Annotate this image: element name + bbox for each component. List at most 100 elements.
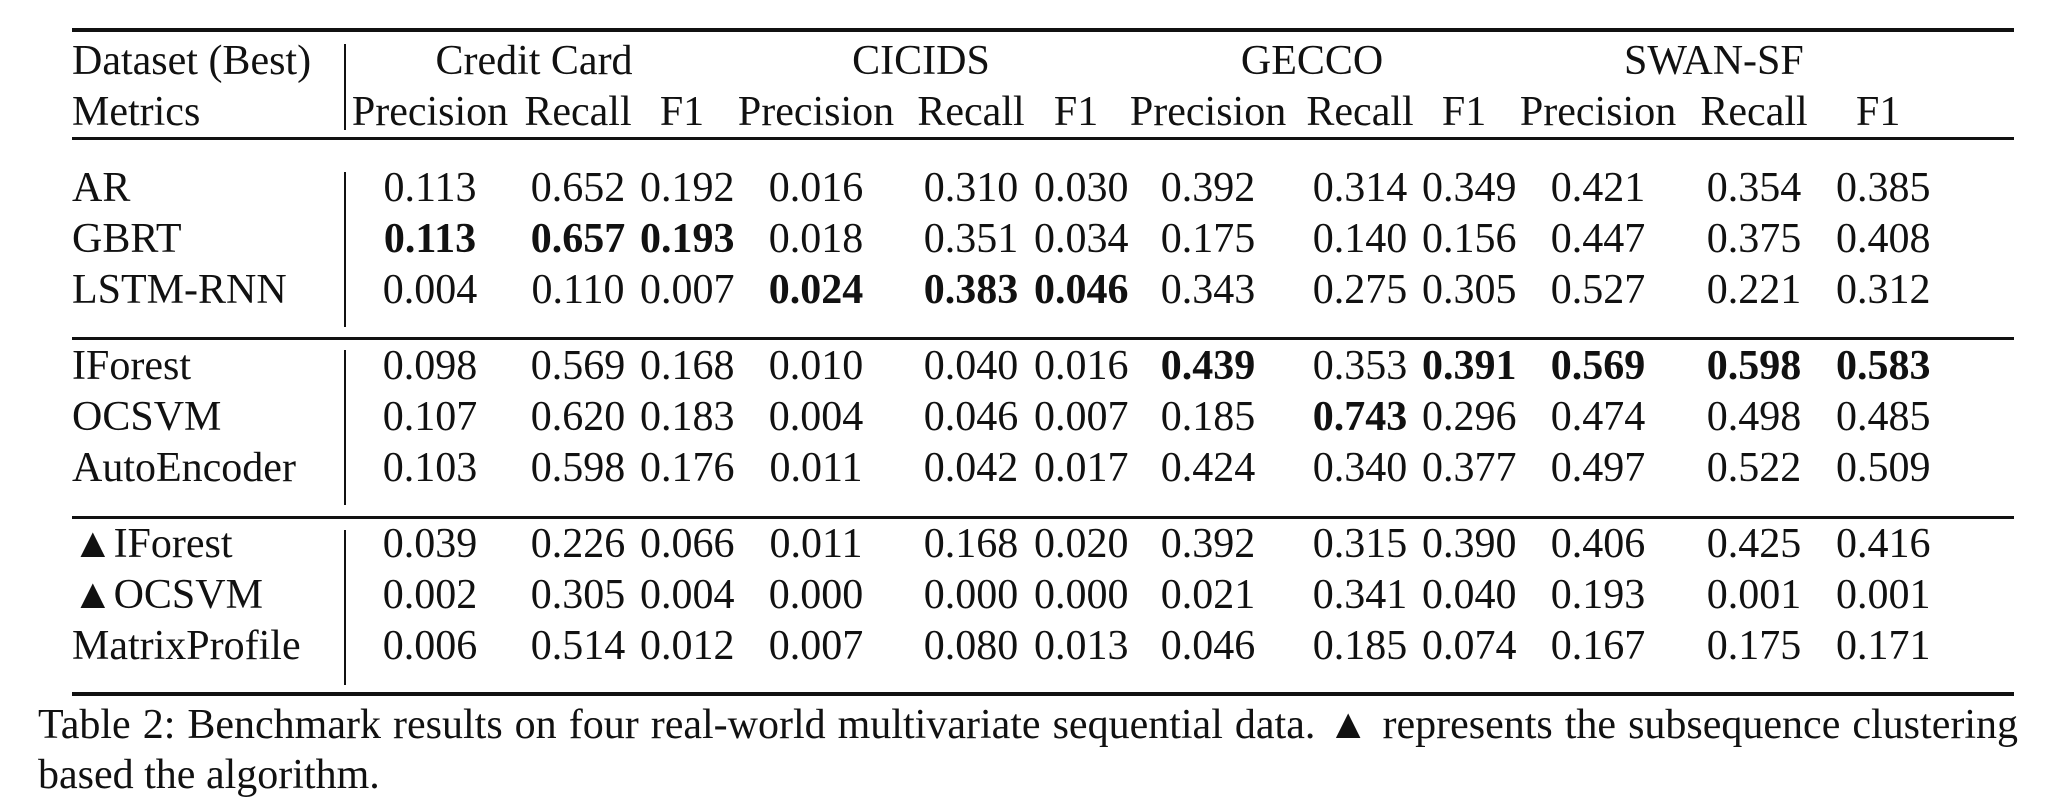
metric-value: 0.315 [1312,521,1408,567]
metric-value: 0.001 [1706,572,1802,618]
table-row: GBRT 0.113 0.657 0.193 0.018 0.351 0.034 0.175 0… [72,214,2014,265]
metric-value: 0.193 [640,216,735,262]
metric-value: 0.485 [1836,394,1931,440]
metric-value: 0.439 [1160,343,1256,389]
method-name: MatrixProfile [72,623,301,669]
spacer-cell [72,494,2014,519]
metric-value: 0.030 [1034,165,1129,211]
metric-value: 0.185 [1312,623,1408,669]
metric-value: 0.113 [383,165,477,211]
metric-value: 0.011 [769,521,863,567]
metric-value: 0.039 [382,521,478,567]
metric-value: 0.341 [1312,572,1408,618]
group-spacer [72,316,2014,341]
metric-value: 0.408 [1836,216,1931,262]
top-rule [72,28,2014,32]
metric-value: 0.024 [768,267,864,313]
metric-value: 0.509 [1836,445,1931,491]
metric-value: 0.569 [530,343,626,389]
metric-value: 0.353 [1312,343,1408,389]
table-row: ▲OCSVM 0.002 0.305 0.004 0.000 0.000 0.000 0.02… [72,570,2014,621]
table-row: MatrixProfile 0.006 0.514 0.012 0.007 0.080 0.… [72,621,2014,672]
metric-value: 0.018 [768,216,864,262]
metric-value: 0.000 [768,572,864,618]
table-row: AR 0.113 0.652 0.192 0.016 0.310 0.030 0.392 0.3… [72,163,2014,214]
method-name: ▲OCSVM [72,572,263,618]
metric-value: 0.424 [1160,445,1256,491]
method-name: AutoEncoder [72,445,296,491]
metric-value: 0.657 [530,216,626,262]
metric-value: 0.497 [1550,445,1646,491]
metric-value: 0.080 [923,623,1019,669]
dataset-header-credit-card: Credit Card [435,38,633,84]
metric-value: 0.006 [382,623,478,669]
metric-value: 0.421 [1550,165,1646,211]
metric-header-precision: Precision [351,89,509,135]
method-name: IForest [72,343,191,389]
metric-value: 0.156 [1422,216,1517,262]
metric-value: 0.305 [530,572,626,618]
metric-header-precision: Precision [737,89,895,135]
metric-value: 0.226 [530,521,626,567]
spacer-cell [72,138,2014,163]
metric-value: 0.007 [1034,394,1129,440]
metric-value: 0.176 [640,445,735,491]
metric-value: 0.113 [383,216,477,262]
metric-value: 0.312 [1836,267,1931,313]
metric-value: 0.527 [1550,267,1646,313]
metric-value: 0.046 [923,394,1019,440]
metric-value: 0.652 [530,165,626,211]
metric-value: 0.447 [1550,216,1646,262]
metric-value: 0.392 [1160,521,1256,567]
metric-value: 0.103 [382,445,478,491]
metric-value: 0.098 [382,343,478,389]
group-spacer [72,138,2014,163]
metric-value: 0.383 [923,267,1019,313]
metric-value: 0.406 [1550,521,1646,567]
metric-header-f1: F1 [1441,89,1487,135]
metric-value: 0.354 [1706,165,1802,211]
metric-header-recall: Recall [1306,89,1414,135]
corner-label-metrics: Metrics [72,89,201,135]
metric-value: 0.017 [1034,445,1129,491]
metric-value: 0.002 [382,572,478,618]
spacer-cell [72,316,2014,341]
metric-value: 0.004 [768,394,864,440]
metric-value: 0.377 [1422,445,1517,491]
header-vertical-rule [344,44,346,130]
metric-value: 0.000 [923,572,1019,618]
metric-value: 0.010 [768,343,864,389]
metric-header-f1: F1 [1053,89,1099,135]
metric-value: 0.391 [1422,343,1517,389]
metric-value: 0.185 [1160,394,1256,440]
metric-value: 0.107 [382,394,478,440]
table-row: AutoEncoder 0.103 0.598 0.176 0.011 0.042 0.01… [72,443,2014,494]
group3-vertical-rule [344,530,346,685]
metric-header-recall: Recall [917,89,1025,135]
metric-value: 0.314 [1312,165,1408,211]
metric-value: 0.498 [1706,394,1802,440]
metric-value: 0.171 [1836,623,1931,669]
metric-value: 0.046 [1160,623,1256,669]
method-name: ▲IForest [72,521,233,567]
metric-value: 0.013 [1034,623,1129,669]
metric-value: 0.110 [531,267,625,313]
metric-value: 0.183 [640,394,735,440]
metric-value: 0.416 [1836,521,1931,567]
metric-value: 0.007 [768,623,864,669]
metric-value: 0.743 [1312,394,1408,440]
metric-value: 0.001 [1836,572,1931,618]
group-rule-1 [72,337,2014,340]
metric-value: 0.004 [640,572,735,618]
method-name: LSTM-RNN [72,267,287,313]
dataset-header-cicids: CICIDS [852,38,990,84]
metric-value: 0.046 [1034,267,1129,313]
metric-value: 0.192 [640,165,735,211]
group-spacer [72,494,2014,519]
method-name: GBRT [72,216,182,262]
metric-value: 0.000 [1034,572,1129,618]
bottom-rule [72,692,2014,696]
metric-value: 0.522 [1706,445,1802,491]
metric-value: 0.569 [1550,343,1646,389]
